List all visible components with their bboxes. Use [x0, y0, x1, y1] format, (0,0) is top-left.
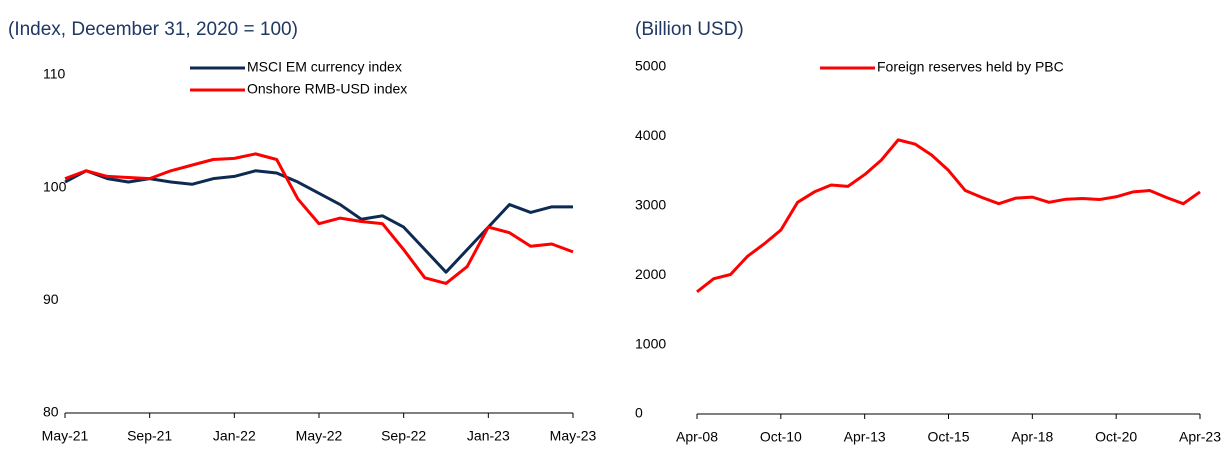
- x-tick-label: Apr-13: [844, 429, 886, 445]
- x-tick-label: Apr-08: [676, 429, 718, 445]
- x-tick-label: May-23: [550, 428, 597, 444]
- x-tick-label: Apr-18: [1011, 429, 1053, 445]
- y-tick-label: 5000: [635, 58, 666, 74]
- x-tick-label: Oct-20: [1095, 429, 1137, 445]
- y-tick-label: 1000: [635, 335, 666, 351]
- y-tick-label: 0: [635, 405, 643, 421]
- y-tick-label: 4000: [635, 127, 666, 143]
- x-tick-label: Jan-22: [213, 428, 256, 444]
- x-tick-label: Sep-22: [381, 428, 426, 444]
- chart-subtitle: (Billion USD): [635, 19, 744, 40]
- legend-label: Onshore RMB-USD index: [247, 81, 407, 97]
- x-tick-label: Sep-21: [127, 428, 172, 444]
- y-tick-label: 2000: [635, 266, 666, 282]
- legend-label: Foreign reserves held by PBC: [877, 59, 1064, 75]
- y-tick-label: 80: [43, 404, 59, 420]
- x-tick-label: Apr-23: [1179, 429, 1221, 445]
- x-tick-label: May-21: [42, 428, 89, 444]
- y-tick-label: 110: [43, 66, 66, 82]
- series-line: [64, 152, 574, 285]
- x-tick-label: Jan-23: [467, 428, 510, 444]
- y-tick-label: 3000: [635, 197, 666, 213]
- legend-label: MSCI EM currency index: [247, 59, 402, 75]
- y-tick-label: 90: [43, 291, 59, 307]
- y-tick-label: 100: [43, 178, 67, 194]
- series-line: [696, 138, 1201, 294]
- x-tick-label: Oct-15: [927, 429, 969, 445]
- x-tick-label: May-22: [296, 428, 343, 444]
- x-tick-label: Oct-10: [760, 429, 802, 445]
- chart-subtitle: (Index, December 31, 2020 = 100): [8, 19, 298, 40]
